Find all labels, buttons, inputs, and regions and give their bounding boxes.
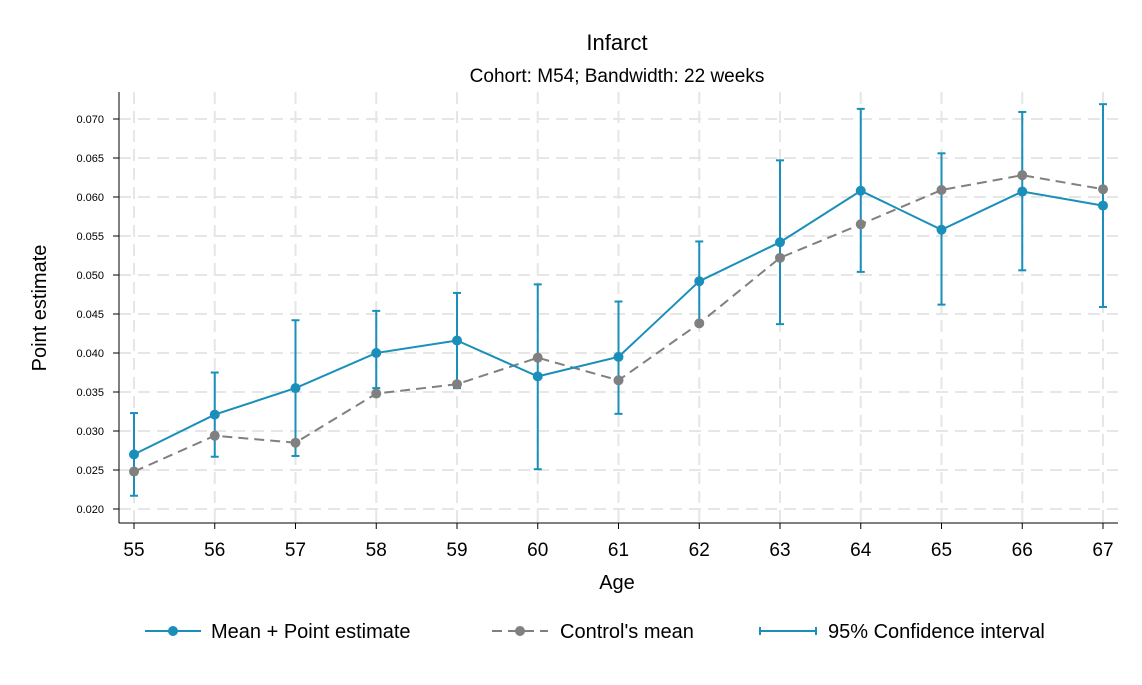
y-tick-label: 0.050 [76, 270, 104, 282]
x-axis-title: Age [599, 572, 635, 594]
point-estimate-marker [855, 185, 866, 196]
x-tick-label: 55 [123, 540, 144, 561]
x-tick-label: 67 [1092, 540, 1113, 561]
point-estimate-marker [694, 276, 705, 287]
x-tick-label: 66 [1012, 540, 1033, 561]
point-estimate-marker [775, 237, 785, 248]
legend-point-estimate-label: Mean + Point estimate [211, 621, 411, 643]
x-tick-label: 65 [931, 540, 952, 561]
control-mean-marker [532, 352, 543, 363]
x-tick-label: 60 [527, 540, 548, 561]
control-mean-marker [129, 466, 139, 477]
point-estimate-marker [371, 348, 382, 358]
y-tick-label: 0.065 [76, 153, 104, 165]
control-mean-marker [1098, 184, 1108, 195]
x-tick-label: 64 [850, 540, 872, 561]
y-tick-label: 0.020 [76, 504, 104, 516]
y-tick-label: 0.040 [76, 348, 104, 360]
control-mean-marker [613, 375, 624, 386]
legend-point-estimate-marker [168, 626, 178, 636]
series-points [129, 170, 1108, 477]
y-tick-label: 0.055 [76, 231, 104, 243]
point-estimate-marker [1098, 200, 1108, 211]
chart-title: Infarct [586, 30, 647, 55]
control-mean-marker [209, 430, 220, 441]
x-tick-label: 63 [769, 540, 790, 561]
x-tick-label: 59 [446, 540, 467, 561]
y-tick-label: 0.025 [76, 465, 104, 477]
control-mean-marker [855, 219, 866, 230]
point-estimate-marker [209, 409, 220, 420]
legend: Mean + Point estimate Control's mean 95% C… [145, 621, 1045, 643]
y-tick-label: 0.030 [76, 426, 104, 438]
control-mean-marker [1017, 170, 1028, 181]
y-tick-label: 0.045 [76, 309, 104, 321]
axes: 0.020 0.025 0.030 0.035 0.040 0.045 0.050 0.055… [76, 92, 1118, 561]
control-mean-marker [371, 388, 382, 399]
point-estimate-marker [613, 351, 624, 362]
y-axis-title: Point estimate [29, 245, 51, 372]
chart-subtitle: Cohort: M54; Bandwidth: 22 weeks [470, 66, 765, 87]
x-tick-label: 56 [204, 540, 225, 561]
y-tick-label: 0.035 [76, 387, 104, 399]
point-estimate-marker [1017, 186, 1028, 197]
x-tick-label: 62 [689, 540, 710, 561]
point-estimate-marker [290, 383, 301, 394]
point-estimate-marker [532, 371, 543, 382]
y-tick-label: 0.060 [76, 192, 104, 204]
point-estimate-marker [452, 335, 462, 346]
x-tick-label: 57 [285, 540, 306, 561]
control-mean-marker [452, 379, 462, 390]
y-tick-label: 0.070 [76, 114, 104, 126]
point-estimate-marker [129, 449, 139, 460]
legend-control-mean-label: Control's mean [560, 621, 694, 643]
control-mean-marker [775, 252, 785, 263]
control-mean-marker [290, 437, 301, 448]
x-tick-label: 61 [608, 540, 629, 561]
point-estimate-marker [936, 224, 947, 235]
legend-ci-label: 95% Confidence interval [828, 621, 1045, 643]
x-tick-label: 58 [366, 540, 387, 561]
legend-control-mean-marker [515, 626, 525, 636]
control-mean-marker [694, 318, 705, 329]
control-mean-marker [936, 184, 947, 195]
